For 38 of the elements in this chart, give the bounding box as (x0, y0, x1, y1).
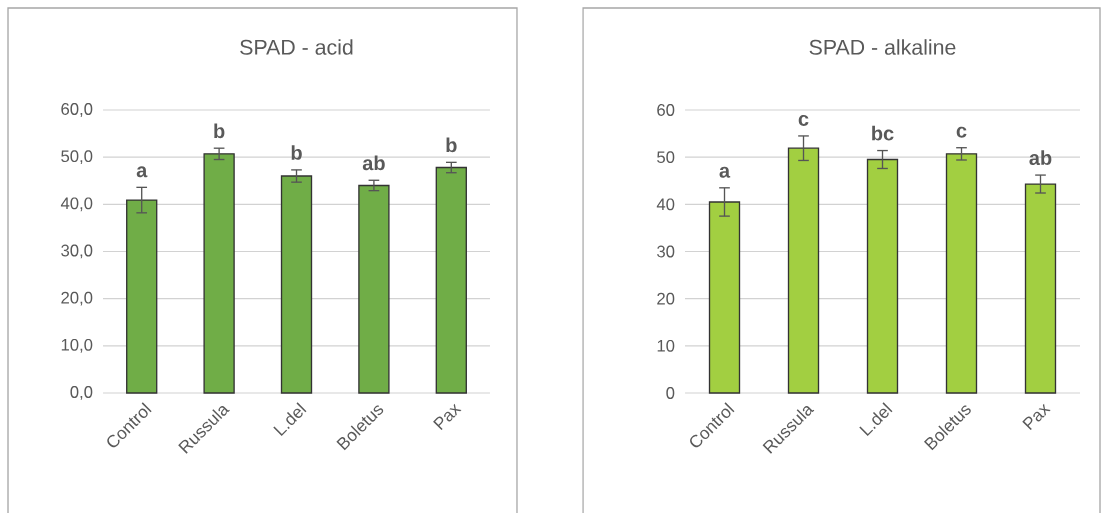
bar (435, 166, 467, 394)
y-tick-label: 30,0 (61, 244, 93, 259)
bar (358, 184, 390, 394)
chart-title: SPAD - alkaline (809, 39, 956, 55)
y-tick-label: 20 (657, 292, 675, 305)
chart-title: SPAD - acid (240, 39, 353, 55)
bar (945, 153, 978, 394)
y-tick-label: 40,0 (60, 197, 93, 212)
bar (866, 158, 899, 394)
bar (1024, 183, 1057, 394)
y-tick-label: 10,0 (61, 338, 93, 353)
annotation: bc (872, 125, 894, 141)
annotation: b (446, 137, 457, 153)
y-tick-label: 30 (657, 245, 675, 258)
annotation: a (136, 166, 148, 178)
bar (126, 199, 158, 394)
y-tick-label: 60 (657, 104, 675, 116)
bar (787, 147, 820, 394)
y-tick-label: 0 (666, 387, 675, 399)
annotation: c (956, 126, 967, 138)
y-tick-label: 10 (657, 339, 675, 352)
y-tick-label: 60,0 (61, 103, 93, 117)
x-tick-label: Pax (1022, 403, 1051, 431)
y-tick-label: 50 (657, 151, 675, 164)
y-tick-label: 0,0 (70, 386, 93, 400)
annotation: c (798, 114, 809, 126)
y-tick-label: 40 (656, 198, 675, 211)
bar (280, 175, 313, 394)
annotation: a (719, 166, 731, 178)
bar (203, 153, 235, 394)
annotation: ab (362, 155, 385, 171)
annotation: b (291, 145, 302, 160)
annotation: ab (1029, 150, 1052, 166)
y-tick-label: 20,0 (61, 291, 93, 306)
y-tick-label: 50,0 (61, 150, 93, 165)
x-tick-label: Pax (433, 403, 462, 431)
annotation: b (214, 123, 225, 139)
bar (708, 201, 741, 394)
